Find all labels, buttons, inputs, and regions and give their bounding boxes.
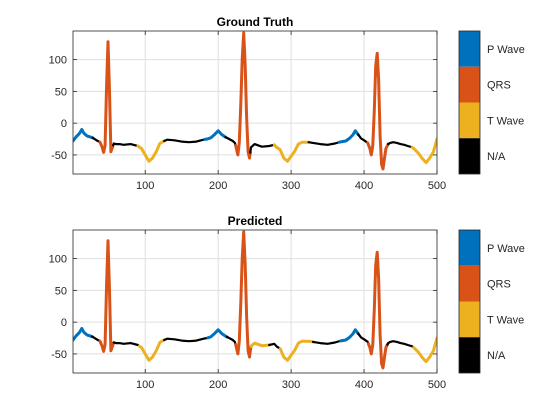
y-tick-label: 50 — [55, 86, 67, 98]
y-tick-label: -50 — [51, 349, 67, 361]
chart-title: Ground Truth — [217, 15, 294, 29]
x-tick-label: 500 — [428, 379, 446, 391]
x-tick-label: 100 — [136, 180, 154, 192]
segment-n-a-9 — [249, 143, 276, 154]
segment-p-wave-0 — [73, 327, 94, 342]
y-tick-label: 100 — [49, 55, 67, 67]
y-tick-label: 0 — [61, 317, 67, 329]
segment-n-a-7 — [224, 136, 237, 147]
segment-n-a-7 — [225, 335, 237, 346]
segment-n-a-16 — [386, 340, 415, 349]
colorbar-legend: P Wave QRS T Wave N/A — [458, 229, 525, 374]
segment-t-wave-11 — [278, 339, 315, 362]
segment-t-wave-16 — [410, 137, 437, 165]
segment-t-wave-17 — [412, 336, 437, 364]
colorbar-frame — [458, 30, 481, 175]
segment-n-a-11 — [307, 141, 341, 146]
segment-p-wave-13 — [339, 328, 360, 343]
chart-title: Predicted — [228, 214, 283, 228]
colorbar-swatch-qrs — [459, 66, 480, 103]
colorbar-swatch-p-wave — [459, 230, 480, 266]
subplot-1: 100 200 300 400 500 -50 0 50 100 Ground Truth P Wa… — [49, 15, 525, 192]
colorbar-label: P Wave — [487, 44, 525, 56]
segment-qrs-2 — [98, 239, 116, 353]
x-tick-label: 100 — [136, 379, 154, 391]
x-tick-label: 200 — [209, 379, 227, 391]
segment-t-wave-10 — [272, 140, 311, 163]
axes-frame — [72, 229, 438, 374]
segment-qrs-8 — [234, 31, 252, 160]
segment-n-a-15 — [387, 141, 414, 149]
segment-p-wave-0 — [73, 128, 95, 143]
colorbar-swatch-n-a — [459, 138, 480, 174]
subplot-2: 100 200 300 400 500 -50 0 50 100 Predicted P Wave Q… — [49, 214, 525, 391]
segment-t-wave-9 — [249, 341, 271, 348]
colorbar-label: T Wave — [487, 314, 524, 326]
colorbar-label: P Wave — [487, 243, 525, 255]
x-tick-label: 400 — [355, 180, 373, 192]
colorbar-label: T Wave — [487, 115, 524, 127]
colorbar-swatch-t-wave — [459, 102, 480, 139]
y-tick-label: -50 — [51, 150, 67, 162]
segment-n-a-3 — [112, 341, 141, 348]
segment-n-a-3 — [112, 142, 139, 148]
signal-lines — [73, 31, 437, 171]
segment-n-a-5 — [163, 336, 209, 343]
colorbar-legend: P Wave QRS T Wave N/A — [458, 30, 525, 175]
colorbar-label: N/A — [487, 151, 506, 163]
segment-qrs-8 — [234, 230, 253, 359]
colorbar-label: QRS — [487, 80, 511, 92]
segment-n-a-5 — [163, 138, 207, 144]
segment-n-a-13 — [357, 133, 369, 144]
colorbar-swatch-n-a — [459, 337, 480, 373]
segment-n-a-1 — [90, 335, 102, 343]
x-tick-label: 300 — [282, 379, 300, 391]
colorbar-label: N/A — [487, 350, 506, 362]
signal-lines — [73, 230, 437, 370]
segment-p-wave-6 — [206, 328, 229, 340]
colorbar-frame — [458, 229, 481, 374]
axes-frame — [72, 30, 438, 175]
colorbar-swatch-t-wave — [459, 301, 480, 338]
colorbar-swatch-p-wave — [459, 31, 480, 67]
y-tick-label: 50 — [55, 285, 67, 297]
segment-qrs-2 — [98, 40, 115, 154]
x-tick-label: 500 — [428, 180, 446, 192]
segment-p-wave-6 — [203, 129, 227, 141]
colorbar-label: QRS — [487, 279, 511, 291]
x-tick-label: 300 — [282, 180, 300, 192]
x-tick-label: 200 — [209, 180, 227, 192]
segment-qrs-15 — [366, 250, 389, 370]
segment-p-wave-12 — [337, 129, 360, 144]
segment-t-wave-4 — [137, 338, 166, 362]
y-tick-label: 0 — [61, 118, 67, 130]
segment-n-a-10 — [268, 342, 282, 350]
segment-t-wave-4 — [136, 139, 166, 163]
x-tick-label: 400 — [355, 379, 373, 391]
segment-qrs-14 — [366, 51, 390, 171]
colorbar-swatch-qrs — [459, 265, 480, 302]
y-tick-label: 100 — [49, 254, 67, 266]
